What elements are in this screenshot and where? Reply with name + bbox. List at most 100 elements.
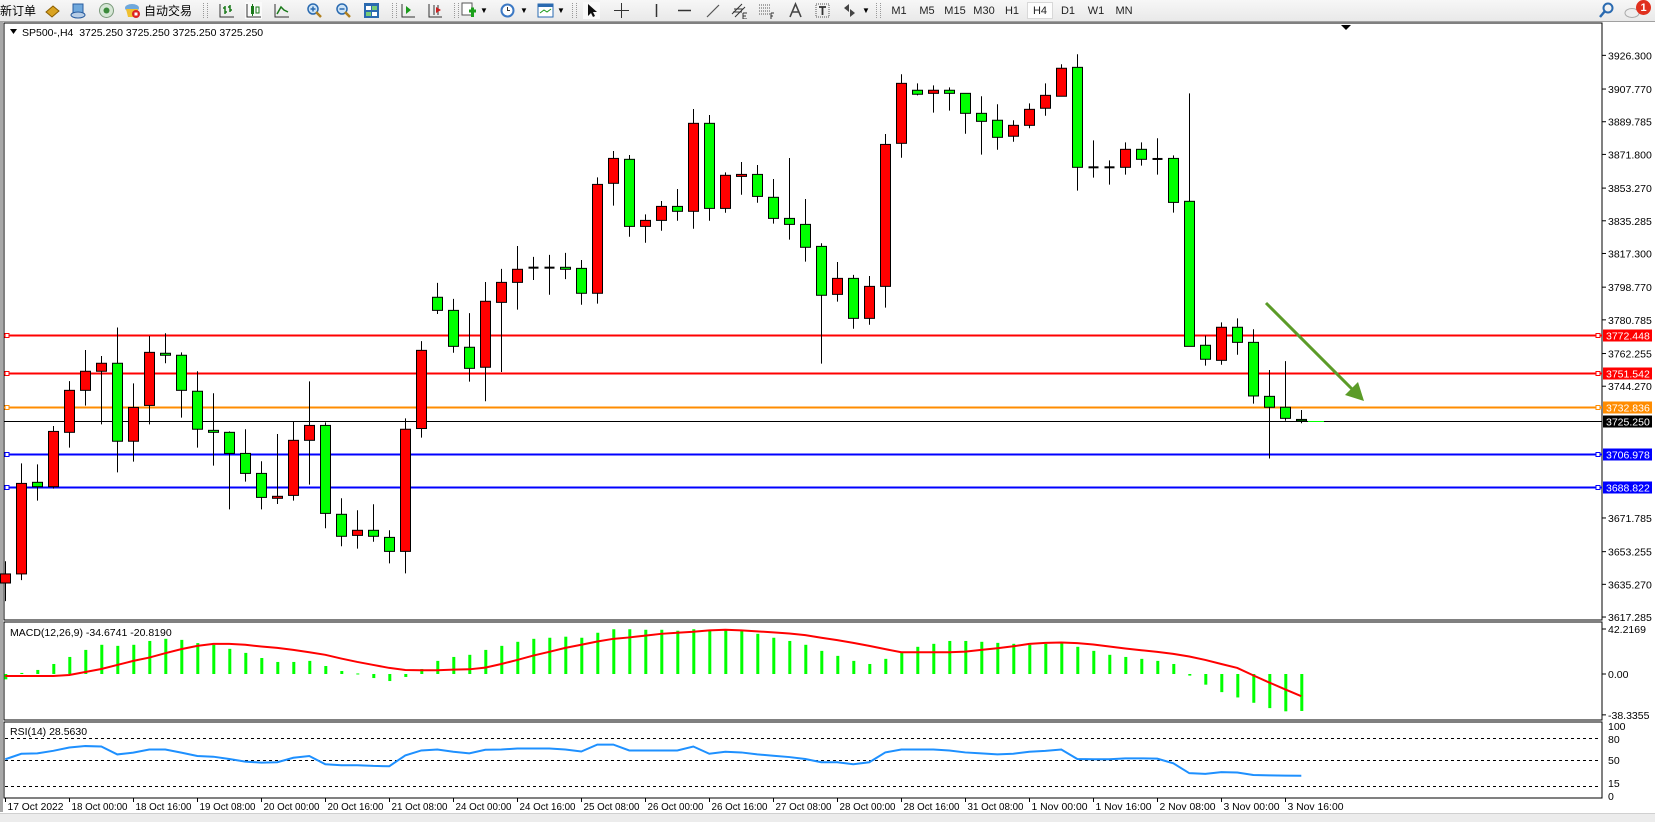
tile-windows-icon[interactable]: [363, 2, 380, 19]
arrows-icon[interactable]: [841, 2, 858, 19]
time-label: 1 Nov 16:00: [1096, 801, 1152, 813]
rsi-label: RSI(14) 28.5630: [10, 726, 87, 738]
time-label: 24 Oct 00:00: [456, 801, 512, 813]
level-handle-left: [4, 452, 10, 457]
arrow-line[interactable]: [1264, 301, 1354, 391]
text-label-icon[interactable]: [814, 2, 831, 19]
new-order-label: 新订单: [0, 4, 37, 18]
zoom-out-icon[interactable]: [335, 2, 352, 19]
candle: [208, 393, 219, 466]
candle-body: [1248, 341, 1259, 397]
templates-dropdown-icon[interactable]: ▼: [557, 6, 565, 15]
periods-dropdown-icon[interactable]: ▼: [520, 6, 528, 15]
candle-body: [1072, 66, 1083, 168]
chart-shift-icon[interactable]: [426, 2, 443, 19]
timeframe-m5[interactable]: M5: [919, 4, 935, 17]
macd-histogram-bar: [628, 629, 632, 674]
macd-histogram-bar: [132, 644, 136, 674]
level-label-box: [1603, 448, 1652, 461]
macd-pane[interactable]: [3, 621, 1603, 721]
indicators-dropdown-icon[interactable]: ▼: [480, 6, 488, 15]
price-axis: 3926.300 3907.770 3889.785 3871.800 3853.270…: [1602, 50, 1652, 624]
macd-histogram-bar: [740, 630, 744, 674]
arrows-dropdown-icon[interactable]: ▼: [862, 6, 870, 15]
candle-body: [800, 223, 811, 248]
candle-body: [608, 157, 619, 184]
macd-histogram-bar: [612, 629, 616, 674]
candle-body: [416, 349, 427, 430]
zoom-in-icon[interactable]: [306, 2, 323, 19]
periods-clock-icon[interactable]: [499, 2, 516, 19]
line-chart-icon[interactable]: [273, 2, 290, 19]
macd-histogram-bar: [244, 652, 248, 674]
equidistant-channel-icon[interactable]: [731, 2, 748, 19]
auto-trading-button[interactable]: 自动交易: [124, 2, 192, 19]
macd-histogram-bar: [52, 663, 56, 674]
timeframe-mn[interactable]: MN: [1115, 4, 1133, 17]
macd-histogram-bar: [1284, 674, 1288, 712]
macd-histogram-bar: [1300, 674, 1304, 711]
candle: [848, 274, 859, 329]
macd-histogram-bar: [308, 660, 312, 674]
macd-histogram-bar: [260, 658, 264, 674]
candles: [0, 54, 1307, 602]
timeframe-w1[interactable]: W1: [1087, 4, 1105, 17]
chart-shift-marker-icon[interactable]: [1341, 25, 1351, 30]
down-arrow-drawing[interactable]: [1264, 301, 1364, 401]
candle-body: [16, 482, 27, 575]
candle: [976, 96, 987, 155]
candle-body: [448, 309, 459, 347]
templates-icon[interactable]: [537, 2, 554, 19]
macd-histogram-bar: [356, 673, 360, 675]
price-tick-label: 3889.785: [1608, 117, 1652, 129]
candle: [288, 421, 299, 501]
candle: [496, 268, 507, 372]
timeframe-m1[interactable]: M1: [891, 4, 907, 17]
text-tool-icon[interactable]: [787, 2, 804, 19]
candlestick-chart-icon[interactable]: [245, 2, 262, 19]
macd-histogram-bar: [1108, 654, 1112, 674]
candle: [704, 114, 715, 221]
candle-body: [704, 122, 715, 209]
bar-chart-icon[interactable]: [218, 2, 235, 19]
level-label-box: [1603, 367, 1652, 380]
trendline-icon[interactable]: [704, 2, 721, 19]
fibonacci-icon[interactable]: [758, 2, 775, 19]
timeframe-h4[interactable]: H4: [1027, 2, 1053, 19]
timeframe-m30[interactable]: M30: [973, 4, 995, 17]
search-icon[interactable]: [1598, 2, 1615, 19]
indicators-icon[interactable]: [460, 2, 477, 19]
level-handle-left: [4, 333, 10, 338]
new-order-button[interactable]: 新订单: [0, 2, 36, 19]
auto-scroll-icon[interactable]: [399, 2, 416, 19]
level-label-box: [1603, 401, 1652, 414]
candle: [1056, 64, 1067, 97]
macd-histogram-bar: [212, 644, 216, 674]
macd-histogram-bar: [292, 661, 296, 674]
arrow-head-icon: [1345, 382, 1364, 401]
timeframe-d1[interactable]: D1: [1060, 4, 1076, 17]
candle-body: [0, 573, 11, 584]
horizontal-line-icon[interactable]: [676, 2, 693, 19]
timeframe-m15[interactable]: M15: [944, 4, 966, 17]
chart-header-arrow-icon[interactable]: [10, 29, 17, 34]
candle: [1136, 142, 1147, 166]
crosshair-icon[interactable]: [613, 2, 630, 19]
gold-icon[interactable]: [44, 2, 61, 19]
cursor-icon[interactable]: [583, 2, 600, 19]
timeframe-h1[interactable]: H1: [1004, 4, 1020, 17]
market-watch-icon[interactable]: [70, 2, 87, 19]
toolbar-separator: [572, 3, 577, 18]
candle-body: [1008, 124, 1019, 137]
candle-body: [1136, 148, 1147, 160]
candle-body: [960, 92, 971, 114]
macd-histogram-bar: [564, 636, 568, 674]
signals-icon[interactable]: [98, 2, 115, 19]
time-label: 25 Oct 08:00: [584, 801, 640, 813]
time-label: 18 Oct 00:00: [72, 801, 128, 813]
vertical-line-icon[interactable]: [648, 2, 665, 19]
price-tick-label: 3798.770: [1608, 282, 1652, 294]
main-chart-pane[interactable]: [3, 22, 1603, 621]
